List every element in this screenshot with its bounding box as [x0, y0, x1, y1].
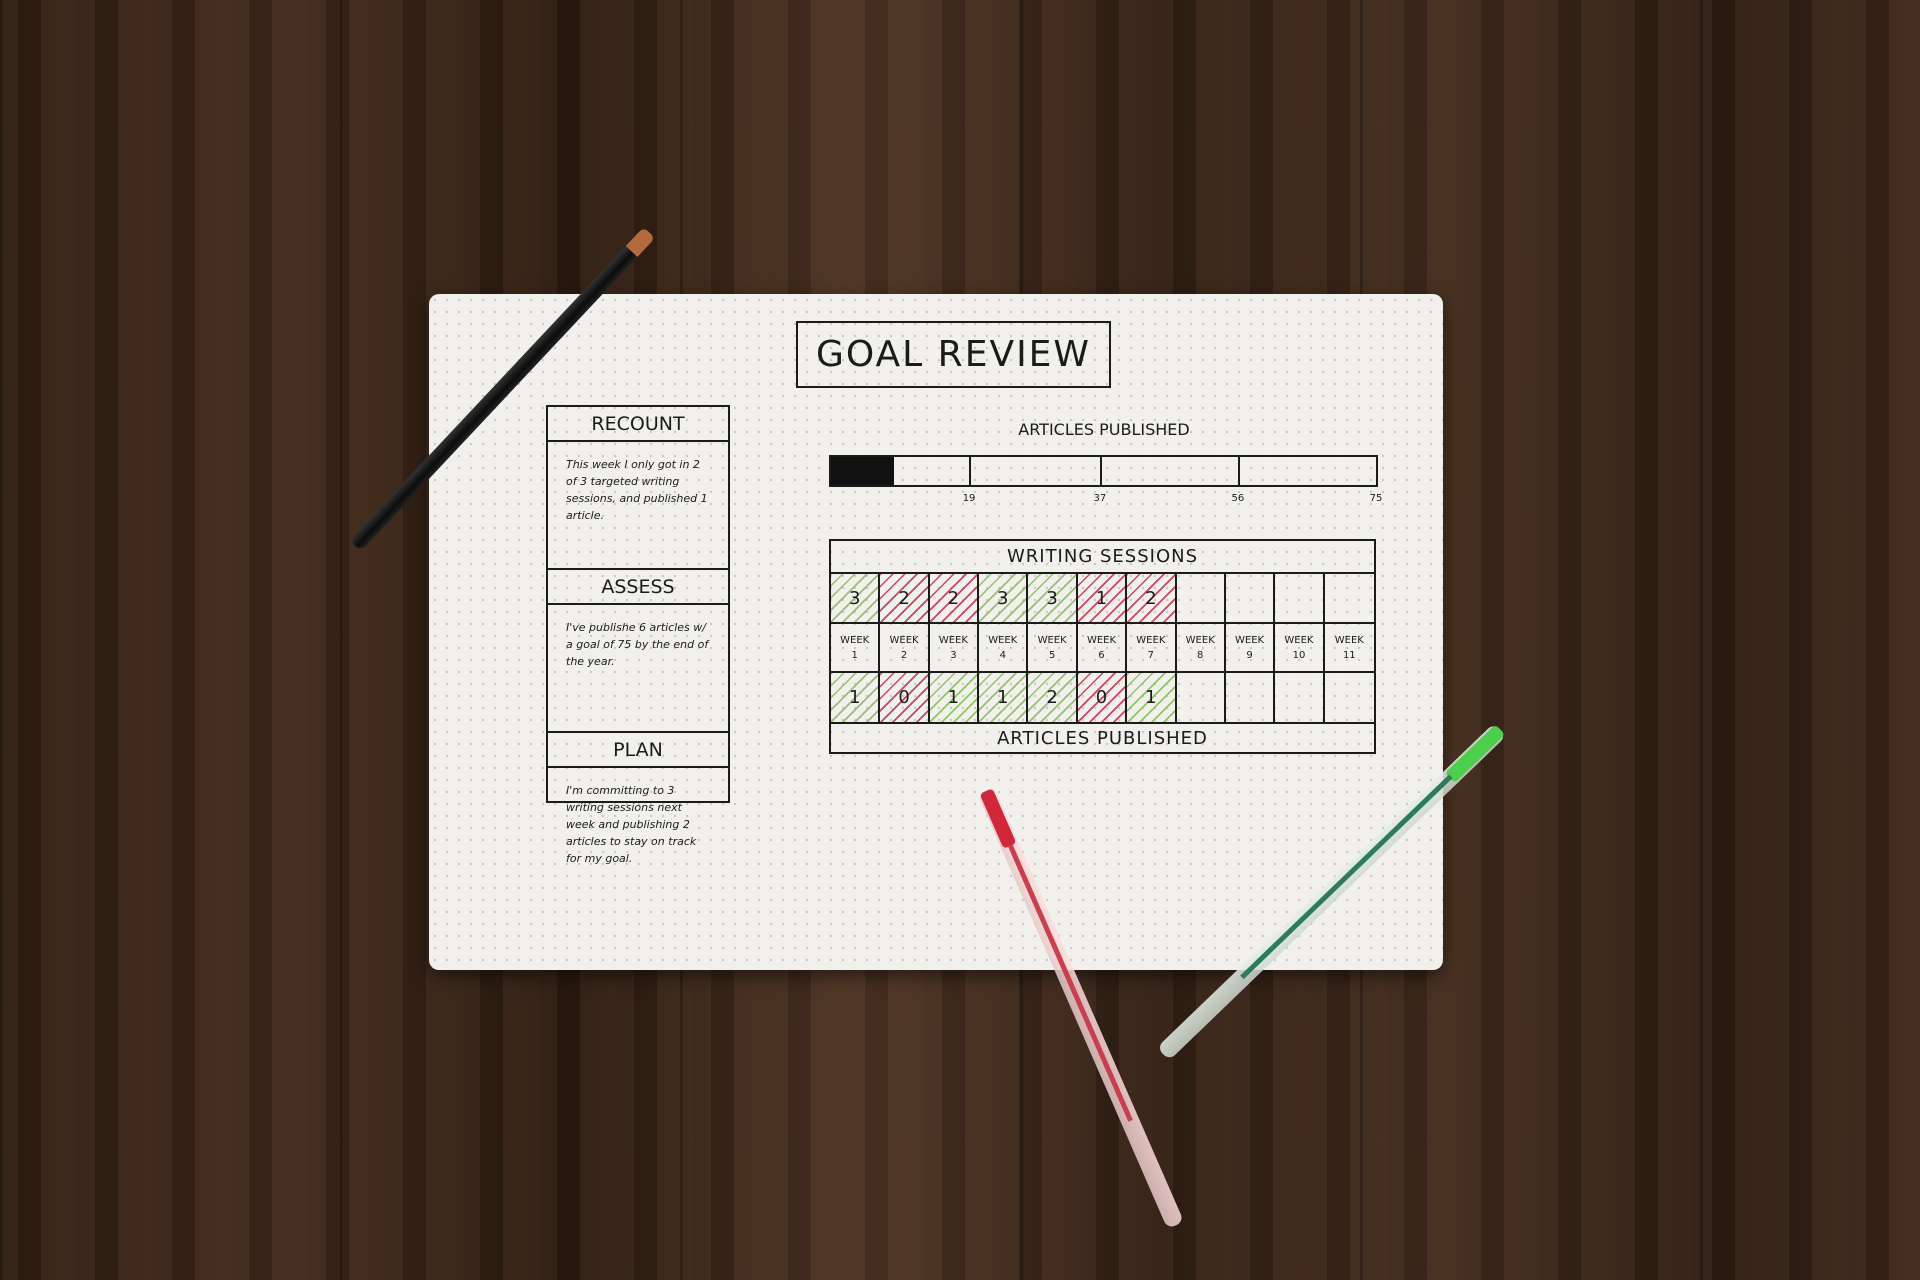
week-label: WEEK 9 — [1226, 624, 1276, 671]
table-cell: 2 — [1127, 574, 1177, 622]
weeks-row: WEEK 1 WEEK 2 WEEK 3 WEEK 4 WEEK 5 WEEK 6 WEEK… — [831, 624, 1374, 673]
progress-tick — [969, 457, 972, 485]
table-cell: 1 — [979, 673, 1029, 722]
table-cell: 3 — [831, 574, 881, 622]
table-cell — [1325, 574, 1374, 622]
progress-tick-label: 75 — [1369, 493, 1383, 504]
week-label: WEEK 6 — [1078, 624, 1128, 671]
table-cell — [1177, 673, 1226, 722]
table-cell: 3 — [979, 574, 1029, 622]
week-label: WEEK 5 — [1028, 624, 1078, 671]
table-cell — [1275, 574, 1325, 622]
week-label: WEEK 2 — [880, 624, 930, 671]
table-cell: 1 — [831, 673, 881, 722]
recount-heading: RECOUNT — [548, 407, 728, 442]
progress-label: ARTICLES PUBLISHED — [1018, 420, 1190, 439]
table-cell — [1325, 673, 1374, 722]
week-label: WEEK 3 — [930, 624, 980, 671]
week-label: WEEK 4 — [979, 624, 1029, 671]
progress-tick-label: 56 — [1231, 493, 1245, 504]
page-title: GOAL REVIEW — [796, 321, 1111, 388]
table-cell — [1275, 673, 1325, 722]
notebook-page: GOAL REVIEW RECOUNT This week I only got… — [429, 294, 1443, 970]
week-label: WEEK 8 — [1177, 624, 1226, 671]
week-label: WEEK 11 — [1334, 634, 1364, 661]
table-cell: 1 — [1127, 673, 1177, 722]
recount-text: This week I only got in 2 of 3 targeted … — [548, 442, 728, 570]
progress-fill — [831, 457, 895, 485]
plan-heading: PLAN — [548, 733, 728, 768]
plan-text: I'm committing to 3 writing sessions nex… — [566, 784, 697, 865]
table-cell: 0 — [1077, 673, 1128, 722]
week-label: WEEK 7 — [1127, 624, 1177, 671]
table-footer: ARTICLES PUBLISHED — [997, 727, 1208, 749]
week-label: WEEK 10 — [1275, 624, 1325, 671]
table-cell: 0 — [880, 673, 930, 722]
week-label: WEEK 1 — [831, 624, 881, 671]
progress-tick — [1099, 457, 1102, 485]
assess-text: I've publishe 6 articles w/ a goal of 75… — [548, 605, 728, 733]
table-cell: 2 — [880, 574, 930, 622]
table-cell: 1 — [1077, 574, 1128, 622]
table-cell — [1226, 574, 1276, 622]
progress-bar: 19 37 56 75 — [829, 455, 1382, 504]
assess-heading: ASSESS — [548, 570, 728, 605]
progress-tick — [1237, 457, 1240, 485]
progress-tick-label: 37 — [1093, 493, 1107, 504]
table-cell — [1177, 574, 1226, 622]
progress-tick-label: 19 — [962, 493, 976, 504]
table-cell — [1226, 673, 1276, 722]
table-cell: 2 — [929, 574, 980, 622]
table-cell: 1 — [929, 673, 980, 722]
table-header: WRITING SESSIONS — [831, 541, 1374, 574]
table-cell: 3 — [1028, 574, 1078, 622]
table-cell: 2 — [1028, 673, 1078, 722]
review-sections: RECOUNT This week I only got in 2 of 3 t… — [546, 405, 730, 865]
